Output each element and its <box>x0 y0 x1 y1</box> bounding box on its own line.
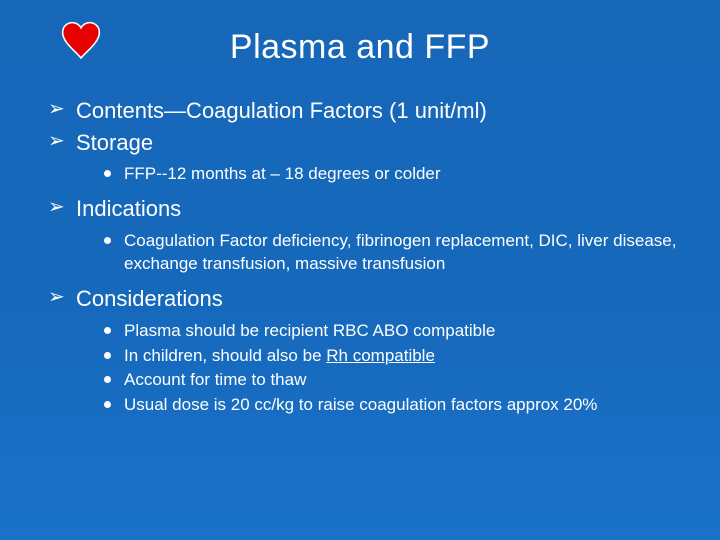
level1-text: Storage <box>76 130 153 155</box>
level2-item: Coagulation Factor deficiency, fibrinoge… <box>104 230 690 276</box>
level1-item: Storage FFP--12 months at – 18 degrees or… <box>48 128 690 187</box>
level2-list: FFP--12 months at – 18 degrees or colder <box>76 163 690 186</box>
level1-item: Considerations Plasma should be recipient… <box>48 284 690 417</box>
slide: Plasma and FFP Contents—Coagulation Fact… <box>0 0 720 540</box>
level2-item: Account for time to thaw <box>104 369 690 392</box>
level1-item: Contents—Coagulation Factors (1 unit/ml) <box>48 96 690 126</box>
level1-item: Indications Coagulation Factor deficiency… <box>48 194 690 276</box>
slide-content: Contents—Coagulation Factors (1 unit/ml)… <box>48 96 690 425</box>
level2-list: Coagulation Factor deficiency, fibrinoge… <box>76 230 690 276</box>
level2-list: Plasma should be recipient RBC ABO compa… <box>76 320 690 418</box>
level1-text: Considerations <box>76 286 223 311</box>
level2-item: In children, should also be Rh compatibl… <box>104 345 690 368</box>
slide-title: Plasma and FFP <box>0 28 720 67</box>
level2-item: Plasma should be recipient RBC ABO compa… <box>104 320 690 343</box>
level2-item: FFP--12 months at – 18 degrees or colder <box>104 163 690 186</box>
level1-text: Contents—Coagulation Factors (1 unit/ml) <box>76 98 487 123</box>
level2-item: Usual dose is 20 cc/kg to raise coagulat… <box>104 394 690 417</box>
level1-text: Indications <box>76 196 181 221</box>
